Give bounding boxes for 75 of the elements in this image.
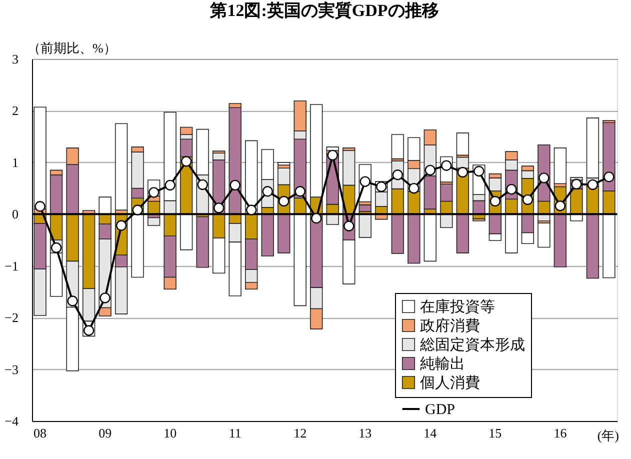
bar: [391, 214, 404, 254]
bar: [98, 196, 112, 215]
x-tick-label: 14: [424, 426, 438, 440]
bar: [472, 218, 486, 222]
point: [474, 166, 484, 177]
point: [538, 172, 550, 184]
y-tick-label: 0: [12, 206, 18, 222]
x-tick-label: 08: [34, 426, 47, 440]
bar: [602, 214, 616, 278]
y-tick-label: −3: [4, 362, 18, 377]
bar: [147, 217, 160, 226]
bar: [554, 148, 567, 184]
x-tick-label: 16: [554, 426, 568, 440]
y-tick-label: −2: [4, 310, 18, 326]
legend-label: 総固定資本形成: [419, 336, 525, 354]
bar: [456, 214, 469, 254]
x-tick-label: 15: [488, 426, 502, 440]
y-tick-label: 2: [12, 103, 18, 118]
x-tick-label: 12: [294, 426, 307, 440]
bar: [391, 134, 404, 160]
y-tick-label: −4: [4, 414, 19, 428]
y-tick-label: 1: [12, 154, 18, 170]
x-tick-label: 11: [228, 426, 242, 440]
point: [67, 296, 78, 306]
point: [197, 179, 208, 190]
bar: [586, 214, 600, 279]
point: [327, 150, 338, 161]
bar: [278, 162, 290, 166]
bar: [50, 174, 63, 215]
legend-label: 政府消費: [420, 318, 480, 334]
legend-label: 在庫投資等: [420, 298, 495, 316]
bar: [408, 214, 420, 264]
point: [230, 180, 240, 191]
point: [214, 202, 224, 214]
bar: [261, 214, 274, 256]
x-tick-label: 10: [164, 426, 177, 440]
bar: [424, 214, 436, 262]
point: [587, 179, 598, 190]
y-axis-title: （前期比、%）: [28, 40, 116, 56]
point: [100, 292, 110, 304]
legend-label: 個人消費: [420, 374, 480, 392]
bar: [196, 216, 209, 268]
y-tick-label: −1: [4, 258, 18, 274]
bar: [278, 214, 290, 254]
bar: [554, 214, 567, 268]
legend-label: GDP: [425, 402, 456, 418]
point: [554, 200, 566, 212]
bar: [114, 123, 128, 210]
point: [116, 220, 127, 231]
point: [246, 204, 257, 216]
point: [424, 164, 436, 176]
point: [311, 212, 322, 224]
y-tick-label: 3: [12, 52, 18, 66]
point: [50, 242, 62, 254]
point: [457, 166, 468, 178]
bar: [358, 204, 372, 212]
point: [604, 172, 614, 182]
point: [164, 180, 176, 191]
x-axis-title: (年): [597, 428, 619, 443]
point: [408, 182, 420, 194]
bar: [505, 214, 518, 254]
point: [34, 201, 46, 212]
point: [294, 186, 306, 197]
bar: [440, 214, 453, 228]
bar: [228, 107, 242, 215]
x-tick-label: 09: [98, 426, 112, 440]
point: [180, 156, 192, 167]
bar: [538, 222, 550, 248]
bar: [180, 214, 193, 250]
bar: [456, 132, 469, 156]
bar: [294, 214, 306, 306]
legend-label: 純輸出: [420, 356, 465, 372]
x-tick-label: 13: [358, 426, 372, 440]
bar: [358, 214, 372, 238]
chart-title: 第12図:英国の実質GDPの推移: [209, 1, 439, 20]
